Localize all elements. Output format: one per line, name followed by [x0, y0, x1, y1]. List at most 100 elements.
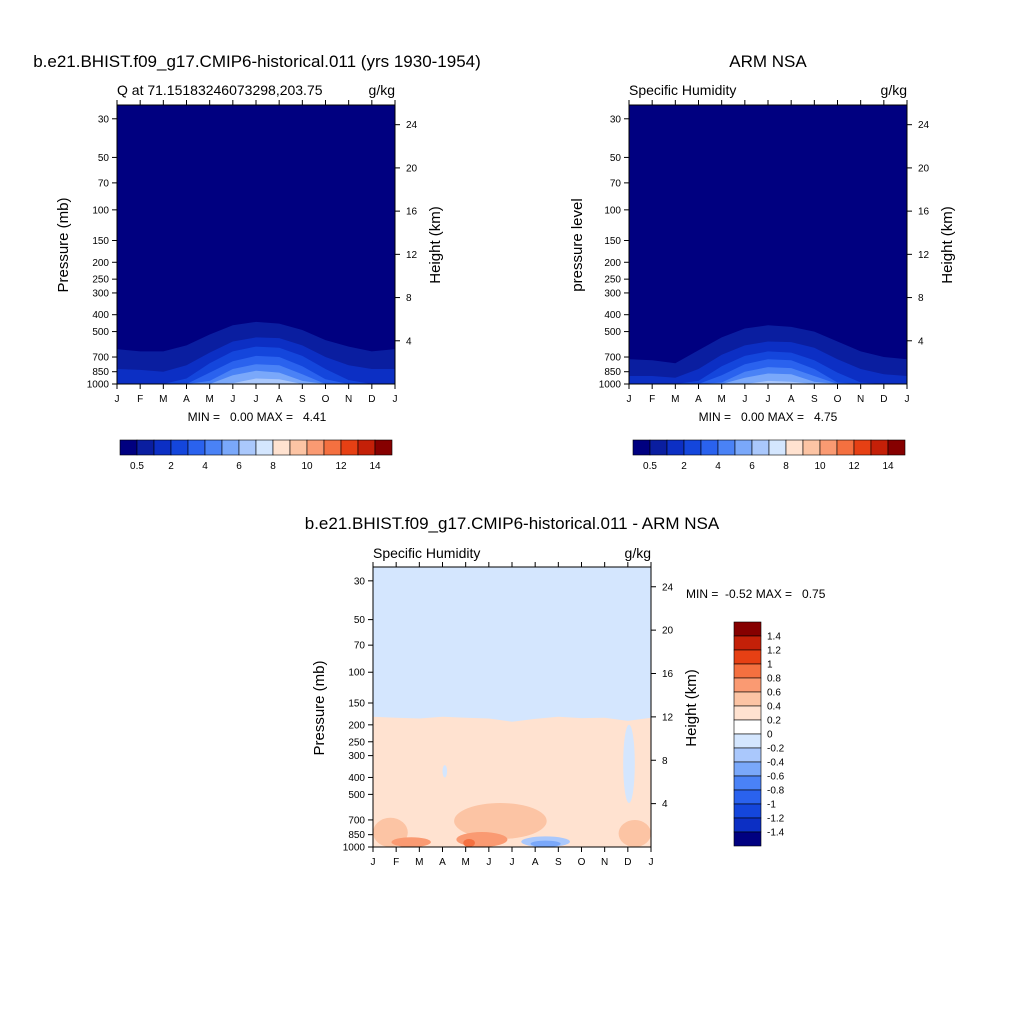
x-tick-label: J — [230, 394, 235, 405]
colorbar-box — [733, 733, 762, 749]
colorbar-box — [887, 439, 906, 456]
y-tick-label: 70 — [98, 178, 110, 189]
colorbar-box — [751, 439, 770, 456]
panel-obs-subtitle-right: g/kg — [881, 82, 907, 98]
panel-obs: ARM NSA Specific Humidity g/kg J F M A M J J A S… — [569, 52, 956, 472]
colorbar-box — [289, 439, 308, 456]
colorbar-box — [733, 677, 762, 693]
panel-diff-subtitle-right: g/kg — [625, 545, 651, 561]
y-tick-label: 500 — [92, 327, 109, 338]
colorbar-label: 0 — [767, 730, 773, 741]
y2-tick-label: 20 — [918, 163, 930, 174]
colorbar-label: 8 — [270, 461, 276, 472]
y-tick-label: 1000 — [599, 380, 622, 391]
colorbar-label: 12 — [335, 461, 347, 472]
x-tick-label: M — [717, 394, 725, 405]
x-tick-label: J — [254, 394, 259, 405]
y-tick-label: 200 — [604, 258, 621, 269]
x-tick-label: J — [649, 857, 654, 868]
colorbar-label: 1.4 — [767, 632, 781, 643]
x-tick-label: J — [115, 394, 120, 405]
colorbar-box — [153, 439, 172, 456]
y-tick-label: 70 — [354, 641, 366, 652]
x-tick-label: A — [788, 394, 795, 405]
colorbar-box — [733, 635, 762, 651]
colorbar-box — [170, 439, 189, 456]
colorbar-box — [768, 439, 787, 456]
x-tick-label: J — [766, 394, 771, 405]
colorbar-box — [238, 439, 257, 456]
x-tick-label: J — [393, 394, 398, 405]
y-tick-label: 150 — [92, 236, 109, 247]
colorbar-box — [666, 439, 685, 456]
colorbar-box — [632, 439, 651, 456]
colorbar-box — [340, 439, 359, 456]
x-tick-label: S — [299, 394, 306, 405]
colorbar-diff: 1.4 1.2 1 0.8 0.6 0.4 0.2 0 -0.2 -0.4 -0.6 -0.8 -1 -1… — [733, 621, 785, 847]
x-tick-label: F — [649, 394, 655, 405]
y2-tick-label: 16 — [662, 669, 674, 680]
colorbar-label: 0.5 — [643, 461, 657, 472]
x-tick-label: M — [159, 394, 167, 405]
negative-region-upper — [373, 567, 651, 722]
colorbar-label: 6 — [749, 461, 755, 472]
colorbar-box — [733, 789, 762, 805]
y-tick-label: 1000 — [87, 380, 110, 391]
x-tick-label: J — [371, 857, 376, 868]
y2-tick-label: 4 — [406, 336, 412, 347]
panel-model-subtitle-right: g/kg — [369, 82, 395, 98]
y2-tick-label: 24 — [662, 582, 674, 593]
colorbar-label: -0.2 — [767, 744, 785, 755]
y-tick-label: 500 — [604, 327, 621, 338]
colorbar-box — [221, 439, 240, 456]
axes-diff: J F M A M J J A S O N D J 30 50 70 100 150 200 250 300 400 500… — [343, 562, 674, 868]
colorbar-box — [733, 705, 762, 721]
x-tick-label: S — [555, 857, 562, 868]
y-tick-label: 250 — [348, 737, 365, 748]
colorbar-box — [733, 719, 762, 735]
y-tick-label: 700 — [348, 815, 365, 826]
colorbar-label: 4 — [715, 461, 721, 472]
y-tick-label: 1000 — [343, 843, 366, 854]
x-tick-label: D — [368, 394, 375, 405]
panel-obs-subtitle-left: Specific Humidity — [629, 82, 736, 98]
panel-diff-title: b.e21.BHIST.f09_g17.CMIP6-historical.011… — [305, 514, 720, 533]
plot-area-diff — [372, 567, 652, 861]
colorbar-label: 0.6 — [767, 688, 781, 699]
colorbar-box — [136, 439, 155, 456]
y-tick-label: 150 — [604, 236, 621, 247]
y2-tick-label: 4 — [918, 336, 924, 347]
colorbar-label: -1.4 — [767, 828, 785, 839]
y2-tick-label: 12 — [406, 250, 418, 261]
y2-tick-label: 12 — [918, 250, 930, 261]
colorbar-box — [733, 663, 762, 679]
y2-tick-label: 12 — [662, 712, 674, 723]
colorbar-label: 2 — [681, 461, 687, 472]
colorbar-obs: 0.5 2 4 6 8 10 12 14 — [632, 439, 906, 472]
contour-level-3 — [117, 370, 395, 384]
x-tick-label: D — [880, 394, 887, 405]
colorbar-box — [733, 831, 762, 847]
y-tick-label: 400 — [604, 310, 621, 321]
y-tick-label: 700 — [92, 353, 109, 364]
colorbar-label: -0.8 — [767, 786, 785, 797]
panel-obs-minmax: MIN = 0.00 MAX = 4.75 — [699, 410, 838, 424]
y-tick-label: 200 — [92, 258, 109, 269]
y-tick-label: 50 — [354, 615, 366, 626]
colorbar-box — [853, 439, 872, 456]
panel-model-title: b.e21.BHIST.f09_g17.CMIP6-historical.011… — [33, 52, 481, 71]
y-tick-label: 300 — [348, 751, 365, 762]
x-tick-label: O — [578, 857, 586, 868]
x-tick-label: M — [415, 857, 423, 868]
colorbar-box — [306, 439, 325, 456]
negative-patch — [442, 765, 448, 778]
colorbar-label: 8 — [783, 461, 789, 472]
colorbar-label: 0.4 — [767, 702, 781, 713]
positive-patch — [463, 839, 475, 847]
y-tick-label: 100 — [604, 205, 621, 216]
x-tick-label: O — [322, 394, 330, 405]
panel-obs-ylabel-right: Height (km) — [939, 206, 956, 284]
y2-tick-label: 20 — [406, 163, 418, 174]
x-tick-label: M — [461, 857, 469, 868]
colorbar-label: 1 — [767, 660, 773, 671]
